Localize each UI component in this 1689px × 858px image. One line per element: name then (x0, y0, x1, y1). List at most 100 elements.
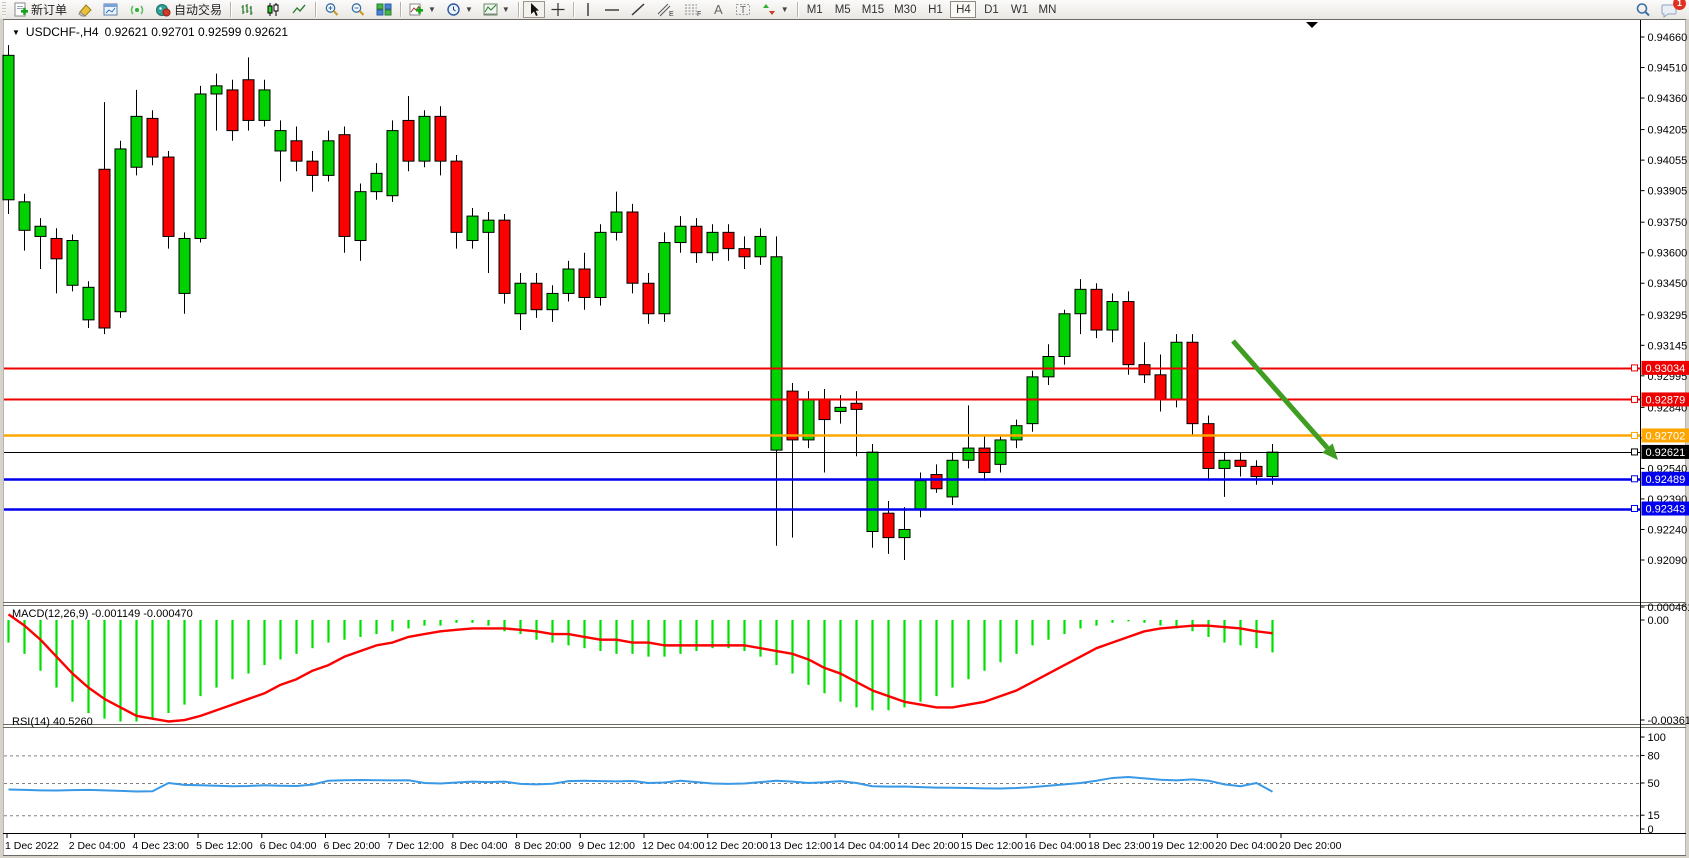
price-tag-anchor[interactable] (1631, 431, 1638, 439)
bar-chart-button[interactable] (235, 1, 259, 18)
candle-body-up (386, 130, 399, 197)
candle-body-down (786, 390, 799, 441)
time-label: 19 Dec 12:00 (1152, 840, 1215, 852)
timeframe-m5-button[interactable]: M5 (830, 1, 856, 18)
time-label: 18 Dec 23:00 (1088, 840, 1151, 852)
price-tick-label: 0.93600 (1648, 248, 1688, 260)
timeframe-m15-button[interactable]: M15 (858, 1, 888, 18)
equidistant-channel-button[interactable]: E (652, 1, 678, 18)
autotrade-button[interactable]: 自动交易 (151, 1, 226, 18)
arrows-button[interactable]: ▼ (757, 1, 793, 18)
trendline-icon (631, 3, 645, 16)
timeframe-m30-button[interactable]: M30 (890, 1, 920, 18)
chart-shift-marker[interactable] (1306, 22, 1318, 28)
notifications-button[interactable]: 1 (1657, 0, 1686, 18)
new-order-button[interactable]: 新订单 (9, 1, 71, 18)
text-label-button[interactable]: T (731, 1, 755, 18)
candle (194, 85, 207, 243)
toolbar-separator (517, 2, 519, 17)
candle (34, 218, 47, 269)
price-tag-anchor[interactable] (1631, 364, 1638, 372)
chart-ohlc-label: 0.92621 0.92701 0.92599 0.92621 (104, 25, 289, 39)
candle (162, 150, 175, 249)
candle-body-down (338, 134, 351, 237)
candle-body-up (898, 528, 911, 539)
indicators-button[interactable]: ▼ (405, 1, 440, 18)
candle-body-up (258, 89, 271, 121)
candle-body-down (290, 140, 303, 162)
macd-label: MACD(12,26,9) -0.001149 -0.000470 (12, 608, 193, 620)
candle-body-down (642, 282, 655, 315)
rsi-axis-label: 50 (1648, 778, 1660, 790)
price-tag-box (1641, 501, 1689, 516)
price-tick-label: 0.94205 (1648, 125, 1688, 137)
down-arrow-annotation[interactable] (1231, 339, 1338, 460)
price-tag-anchor[interactable] (1631, 395, 1638, 403)
zoom-in-button[interactable] (320, 1, 344, 18)
candle-body-down (738, 248, 751, 258)
signal-button[interactable] (125, 1, 149, 18)
timeframe-w1-button[interactable]: W1 (1006, 1, 1032, 18)
timeframe-mn-button[interactable]: MN (1034, 1, 1060, 18)
price-tag-box (1641, 444, 1689, 459)
candle (370, 163, 383, 200)
templates-button[interactable]: ▼ (479, 1, 514, 18)
rsi-axis-label: 100 (1648, 732, 1666, 744)
timeframe-d1-button[interactable]: D1 (978, 1, 1004, 18)
candle-body-up (34, 225, 47, 237)
candle-body-down (530, 282, 543, 311)
chart-window-button[interactable] (99, 1, 123, 18)
price-tag-anchor[interactable] (1631, 505, 1638, 513)
candle (642, 273, 655, 324)
chart-frame (2, 19, 1687, 856)
price-tag-anchor[interactable] (1631, 475, 1638, 483)
candle (498, 214, 511, 304)
candle-body-up (1266, 451, 1279, 478)
candle-body-down (162, 156, 175, 237)
candle (1058, 309, 1071, 365)
horizontal-line-button[interactable] (600, 1, 624, 18)
candle-body-up (658, 242, 671, 315)
zoom-out-button[interactable] (346, 1, 370, 18)
candle (482, 212, 495, 274)
svg-text:F: F (697, 11, 701, 17)
cursor-button[interactable] (522, 1, 545, 18)
price-tag-anchor[interactable] (1631, 448, 1638, 456)
crosshair-button[interactable] (547, 1, 569, 18)
periods-button[interactable]: ▼ (442, 1, 477, 18)
horizontal-line-icon (604, 9, 619, 11)
eraser-button[interactable] (73, 1, 97, 18)
timeframe-h1-button[interactable]: H1 (922, 1, 948, 18)
timeframe-h4-button[interactable]: H4 (950, 1, 977, 18)
candle-body-down (450, 160, 463, 233)
candle (562, 260, 575, 302)
crosshair-icon (551, 3, 565, 16)
candle-body-up (674, 225, 687, 244)
timeframe-m1-button[interactable]: M1 (802, 1, 828, 18)
toolbar-separator (796, 2, 798, 17)
time-label: 1 Dec 2022 (5, 840, 59, 852)
time-label: 12 Dec 04:00 (642, 840, 705, 852)
fibonacci-button[interactable]: F (680, 1, 706, 18)
trendline-button[interactable] (626, 1, 650, 18)
candle-chart-button[interactable] (261, 1, 285, 18)
search-button[interactable] (1631, 1, 1655, 18)
collapse-triangle-icon[interactable]: ▼ (12, 27, 20, 37)
candle (402, 96, 415, 172)
vertical-line-button[interactable] (578, 1, 598, 18)
macd-signal-line (7, 613, 1273, 723)
text-button[interactable]: A (708, 1, 729, 18)
svg-text:E: E (669, 11, 674, 17)
line-chart-icon (292, 4, 306, 14)
candle-body-down (818, 398, 831, 421)
line-chart-button[interactable] (287, 1, 311, 18)
candle (338, 126, 351, 253)
rsi-axis-label: 15 (1648, 810, 1660, 822)
toolbar-separator (572, 2, 574, 17)
autotrade-icon (156, 4, 171, 17)
arrows-icon (762, 4, 775, 15)
price-tick-label: 0.94055 (1648, 155, 1688, 167)
candle-body-up (1042, 355, 1055, 378)
tile-windows-button[interactable] (372, 1, 396, 18)
candle (1074, 279, 1087, 335)
